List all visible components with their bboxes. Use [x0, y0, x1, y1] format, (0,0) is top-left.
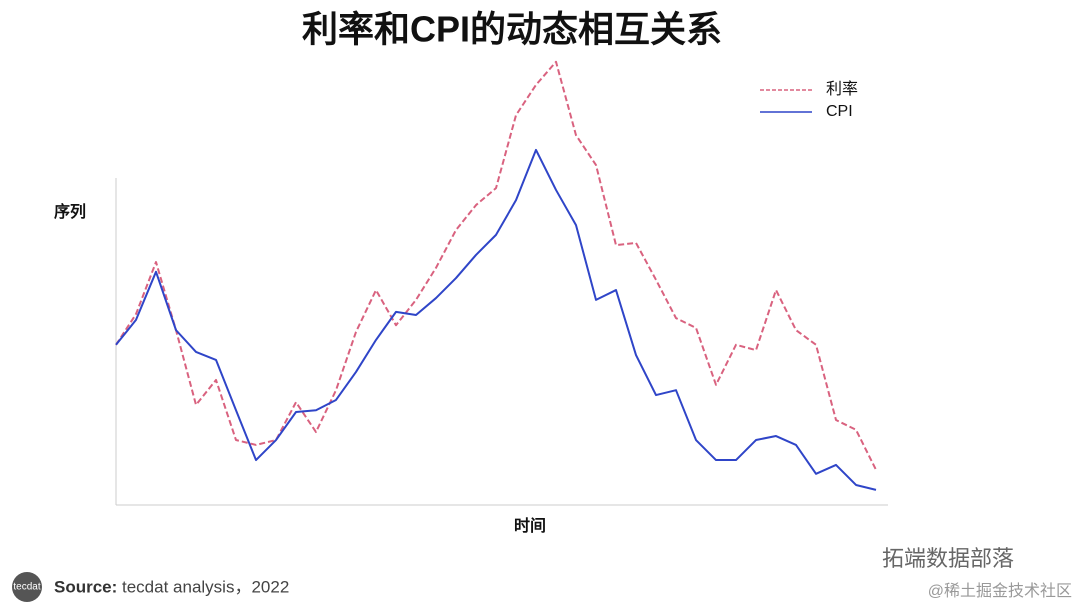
legend-label: 利率	[826, 80, 858, 98]
source-text: tecdat analysis，2022	[122, 577, 289, 596]
x-axis-label: 时间	[514, 516, 546, 535]
series-line	[115, 148, 877, 491]
logo-badge	[12, 572, 42, 602]
logo: tecdat	[13, 582, 40, 593]
watermark-account: 拓端数据部落	[882, 546, 1014, 571]
y-axis-label: 序列	[54, 202, 86, 221]
legend-label: CPI	[826, 103, 853, 120]
series-line	[115, 60, 877, 471]
source-label: Source:	[54, 577, 117, 596]
watermark-site: @稀土掘金技术社区	[928, 582, 1072, 600]
chart-title: 利率和CPI的动态相互关系	[302, 9, 722, 50]
